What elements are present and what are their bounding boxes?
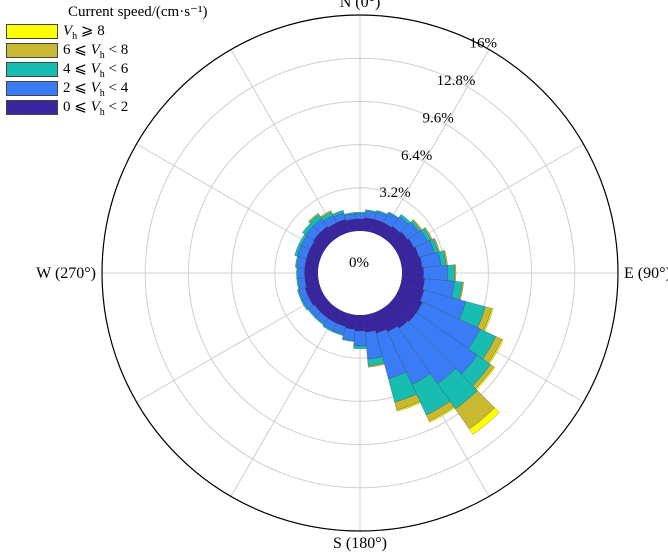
sector-bars [294,209,504,435]
sector-bar [297,267,305,279]
sector-bar [454,264,457,282]
grid-spoke [380,49,490,237]
sector-bar [320,210,332,218]
grid-ring [187,100,533,446]
sector-bar [296,267,299,279]
legend-swatch [6,24,58,39]
sector-bar [304,267,319,279]
radial-tick-label: 12.8% [437,73,476,89]
grid-ring [231,144,489,402]
direction-label-south: S (180°) [333,535,387,552]
outer-ring [101,14,619,532]
sector-bar [297,289,303,301]
calm-center [318,231,402,315]
sector-bar [341,338,355,342]
legend-item: 4 ⩽ Vh < 6 [6,60,207,80]
legend-item: 2 ⩽ Vh < 4 [6,79,207,99]
legend-swatch [6,62,58,77]
radial-tick-label: 16% [470,36,498,52]
grid-spoke [136,293,324,403]
legend-label: 4 ⩽ Vh < 6 [63,61,129,80]
sector-bar [353,330,367,347]
sector-bar [332,210,345,217]
sector-bar [354,211,366,214]
legend-swatch [6,100,58,115]
radial-tick-label: 3.2% [379,185,410,201]
sector-bar [468,407,500,435]
axis-labels: 0% 3.2% 6.4% 9.6% 12.8% 16% N (0°) E (90°) S (18… [36,0,668,552]
legend-swatch [6,81,58,96]
legend-label: Vh ⩾ 8 [63,23,105,42]
sector-bar [396,401,421,412]
direction-label-east: E (90°) [624,265,668,282]
legend-item: 0 ⩽ Vh < 2 [6,98,207,118]
direction-label-west: W (270°) [36,265,96,282]
grid-spoke [230,49,340,237]
sector-bar [308,212,320,223]
legend-label: 2 ⩽ Vh < 4 [63,80,129,99]
grid-ring [144,57,576,489]
radial-tick-label: 6.4% [401,148,432,164]
legend-title: Current speed/(cm·s⁻¹) [68,4,208,20]
sector-bar [322,324,334,333]
sector-bar [343,212,356,216]
legend-label: 0 ⩽ Vh < 2 [63,99,129,118]
legend-item: Vh ⩾ 8 [6,22,207,42]
sector-bar [367,362,385,368]
legend-label: 6 ⩽ Vh < 8 [63,42,129,61]
radial-tick-label: 9.6% [423,110,454,126]
sector-bar [423,265,449,281]
sector-bar [353,345,367,349]
radial-tick-label: 0% [349,255,369,271]
sector-bar [428,406,455,423]
sector-bar [354,314,366,332]
sector-bar [355,218,365,232]
sector-bar [354,213,366,220]
legend-item: 6 ⩽ Vh < 8 [6,41,207,61]
sector-bar [447,264,455,282]
legend-swatch [6,43,58,58]
grid-spoke [136,143,324,253]
direction-label-north: N (0°) [340,0,381,11]
grid-spoke [230,309,340,497]
